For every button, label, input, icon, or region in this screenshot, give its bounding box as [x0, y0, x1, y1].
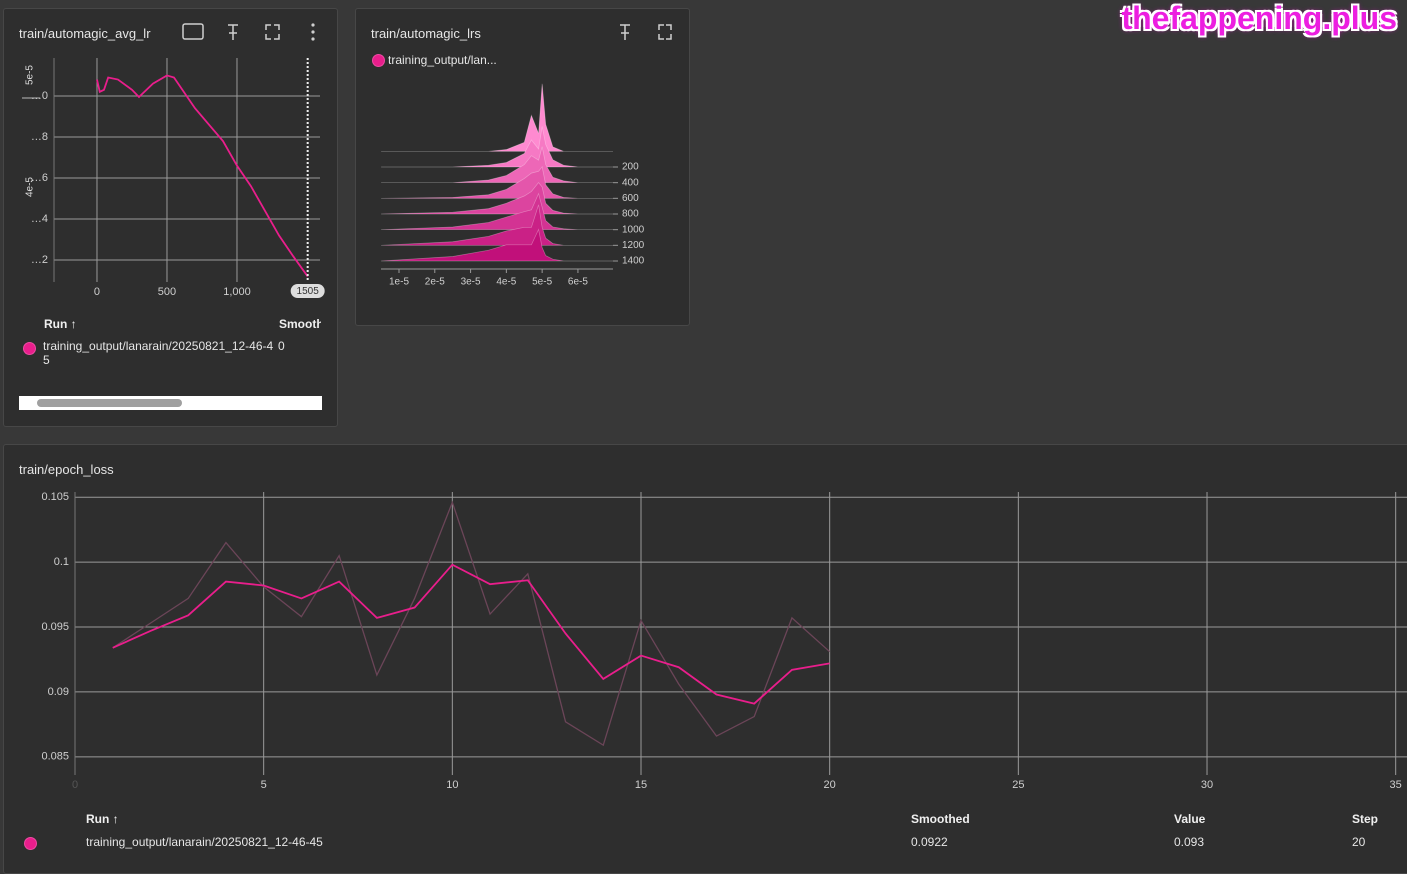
legend-color [372, 54, 385, 67]
col-header[interactable]: Smooth [279, 317, 321, 331]
card-title: train/automagic_lrs [371, 26, 481, 41]
col-header[interactable]: Run ↑ [44, 317, 77, 331]
run-name: training_output/lanarain/20250821_12-46-… [43, 339, 274, 367]
loss-card: train/epoch_loss Run ↑ Smoothed Value St… [3, 444, 1407, 874]
lr-card: train/automagic_avg_lr Run ↑ Smooth trai… [3, 8, 338, 427]
scrollbar[interactable] [19, 396, 322, 410]
step: 20 [1352, 835, 1366, 849]
watermark: thefappening.plus [1121, 0, 1397, 36]
legend-label: training_output/lan... [388, 53, 497, 67]
run-color [24, 837, 37, 850]
col-header[interactable]: Step [1352, 812, 1379, 826]
col-header[interactable]: Smoothed [911, 812, 970, 826]
scroll-thumb[interactable] [37, 399, 182, 407]
run-color [23, 342, 36, 355]
card-title: train/epoch_loss [19, 462, 114, 477]
smoothing: 0 [278, 339, 285, 353]
col-header[interactable]: Run ↑ [86, 812, 119, 826]
value: 0.093 [1174, 835, 1205, 849]
hist-card: train/automagic_lrs training_output/lan.… [355, 8, 690, 326]
card-title: train/automagic_avg_lr [19, 26, 151, 41]
smoothed: 0.0922 [911, 835, 948, 849]
col-header[interactable]: Value [1174, 812, 1206, 826]
run-name: training_output/lanarain/20250821_12-46-… [86, 835, 323, 849]
